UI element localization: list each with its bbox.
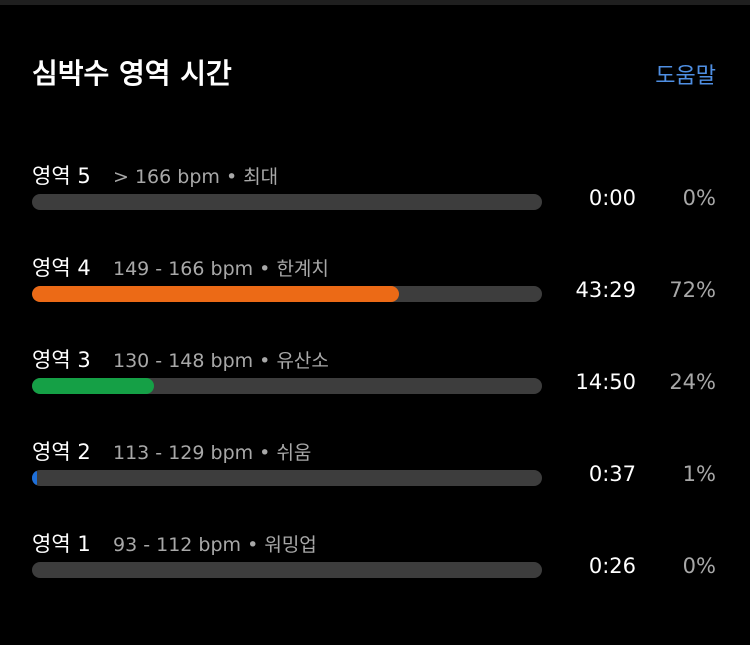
separator: • — [253, 258, 277, 280]
progress-track — [32, 194, 542, 210]
zone-level: 최대 — [243, 166, 279, 188]
zone-name: 영역 3 — [32, 348, 91, 372]
zone-name: 영역 1 — [32, 532, 91, 556]
zone-detail: 149 - 166 bpm • 한계치 — [113, 254, 329, 281]
zone-name: 영역 5 — [32, 164, 91, 188]
zone-detail: 130 - 148 bpm • 유산소 — [113, 346, 329, 373]
separator: • — [219, 166, 244, 188]
title: 심박수 영역 시간 — [32, 57, 232, 90]
progress-fill — [32, 286, 400, 302]
progress-track — [32, 470, 542, 486]
zone-percent: 72% — [669, 278, 716, 302]
help-link[interactable]: 도움말 — [655, 64, 716, 89]
separator: • — [253, 442, 277, 464]
zone-level: 쉬움 — [276, 442, 312, 464]
zone-row: 영역 1 93 - 112 bpm • 워밍업 0:26 0% — [0, 528, 750, 608]
zone-percent: 24% — [669, 370, 716, 394]
zone-time: 0:37 — [588, 462, 636, 486]
zone-name: 영역 2 — [32, 440, 91, 464]
progress-fill — [32, 470, 38, 486]
zone-row: 영역 2 113 - 129 bpm • 쉬움 0:37 1% — [0, 436, 750, 516]
zone-level: 한계치 — [276, 258, 329, 280]
progress-fill — [32, 378, 155, 394]
zone-percent: 0% — [682, 554, 716, 578]
top-bar — [0, 0, 750, 5]
zone-row: 영역 3 130 - 148 bpm • 유산소 14:50 24% — [0, 344, 750, 424]
zone-time: 0:00 — [588, 186, 636, 210]
zone-name: 영역 4 — [32, 256, 91, 280]
zone-range: 93 - 112 bpm — [113, 534, 242, 556]
zone-row: 영역 4 149 - 166 bpm • 한계치 43:29 72% — [0, 252, 750, 332]
zone-time: 14:50 — [575, 370, 636, 394]
zone-range: 130 - 148 bpm — [113, 350, 254, 372]
zone-range: > 166 bpm — [113, 166, 220, 188]
zone-range: 113 - 129 bpm — [113, 442, 254, 464]
zone-row: 영역 5 > 166 bpm • 최대 0:00 0% — [0, 160, 750, 240]
zone-detail: > 166 bpm • 최대 — [113, 162, 278, 189]
zone-detail: 93 - 112 bpm • 워밍업 — [113, 530, 317, 557]
zone-percent: 0% — [682, 186, 716, 210]
zone-percent: 1% — [682, 462, 716, 486]
progress-track — [32, 286, 542, 302]
zone-range: 149 - 166 bpm — [113, 258, 254, 280]
zone-detail: 113 - 129 bpm • 쉬움 — [113, 438, 311, 465]
separator: • — [253, 350, 277, 372]
progress-track — [32, 378, 542, 394]
zone-level: 유산소 — [276, 350, 329, 372]
zone-time: 43:29 — [575, 278, 636, 302]
separator: • — [241, 534, 265, 556]
zone-time: 0:26 — [588, 554, 636, 578]
zone-level: 워밍업 — [264, 534, 317, 556]
progress-track — [32, 562, 542, 578]
